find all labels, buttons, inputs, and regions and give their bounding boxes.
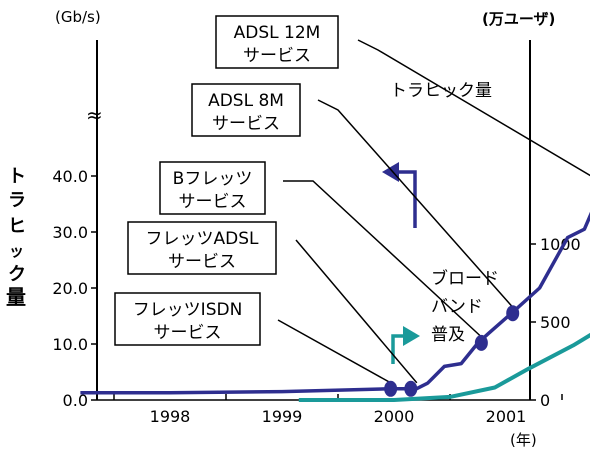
pointer-layer xyxy=(382,162,420,364)
y-left-title-char: ト xyxy=(8,166,26,187)
y-left-title-char: ッ xyxy=(9,242,24,260)
event-label-box xyxy=(215,15,339,69)
event-leader-line xyxy=(283,180,482,338)
y-left-tick-label: 40.0 xyxy=(52,167,88,186)
y-left-title-char: 量 xyxy=(6,285,26,309)
left-axis-pointer-head xyxy=(382,162,399,182)
y-right-ticks: 0 500 1000 xyxy=(530,235,581,410)
y-left-unit: (Gb/s) xyxy=(55,8,101,26)
y-left-tick-label: 30.0 xyxy=(52,223,88,242)
x-tick-label: 2000 xyxy=(374,407,415,426)
event-marker xyxy=(384,380,398,397)
x-tick-label: 2001 xyxy=(486,407,527,426)
event-leader-line xyxy=(277,319,392,384)
x-ticks: 199819992000200120022003 xyxy=(113,394,563,426)
event-marker xyxy=(474,334,488,351)
y-left-ticks: 0.0 10.0 20.0 30.0 40.0 xyxy=(52,167,97,410)
y-right-tick-label: 500 xyxy=(540,313,571,332)
event-label-line: サービス xyxy=(154,323,222,343)
broadband-series-label-line: バンド xyxy=(431,297,483,317)
left-axis-pointer xyxy=(397,170,417,228)
event-leader-line xyxy=(317,99,514,308)
event-leader-line xyxy=(295,239,418,384)
axis-break-mark: ≈ xyxy=(86,103,103,127)
x-tick-label: 1999 xyxy=(262,407,303,426)
y-right-tick-label: 0 xyxy=(540,391,550,410)
event-label-line: Bフレッツ xyxy=(173,169,253,189)
event-label-line: ADSL 8M xyxy=(208,91,284,111)
y-left-title: ト ラ ヒ ッ ク 量 xyxy=(6,166,26,309)
y-right-tick-label: 1000 xyxy=(540,235,581,254)
event-label-line: サービス xyxy=(168,252,236,272)
y-left-tick-label: 10.0 xyxy=(52,335,88,354)
y-left-title-char: ヒ xyxy=(8,216,26,237)
traffic-line xyxy=(80,211,590,395)
event-label-line: サービス xyxy=(243,46,311,66)
event-label-line: サービス xyxy=(212,114,280,134)
y-left-title-char: ラ xyxy=(8,190,26,211)
event-label-line: ADSL 12M xyxy=(234,23,321,43)
y-left-title-char: ク xyxy=(8,264,26,285)
event-label-box xyxy=(114,292,261,346)
x-tick-label: 1998 xyxy=(150,407,191,426)
event-label-box xyxy=(191,83,301,137)
y-left-tick-label: 20.0 xyxy=(52,279,88,298)
event-label-line: サービス xyxy=(179,192,247,212)
event-label-line: フレッツADSL xyxy=(146,229,260,249)
event-marker xyxy=(506,305,520,322)
broadband-line xyxy=(298,332,590,402)
right-axis-pointer-head xyxy=(403,326,420,346)
y-left-tick-label: 0.0 xyxy=(63,391,88,410)
y-right-unit: (万ユーザ) xyxy=(482,10,555,28)
event-label-line: フレッツISDN xyxy=(133,300,243,320)
broadband-series-label-line: 普及 xyxy=(431,325,465,345)
x-axis-unit: (年) xyxy=(510,431,537,449)
series-layer xyxy=(80,211,590,402)
event-leader-line xyxy=(357,39,590,177)
event-label-box xyxy=(127,221,277,275)
event-label-box xyxy=(159,161,266,215)
event-marker xyxy=(404,380,418,397)
broadband-series-label-line: ブロード xyxy=(431,268,499,289)
traffic-series-label: トラヒック量 xyxy=(390,81,492,101)
